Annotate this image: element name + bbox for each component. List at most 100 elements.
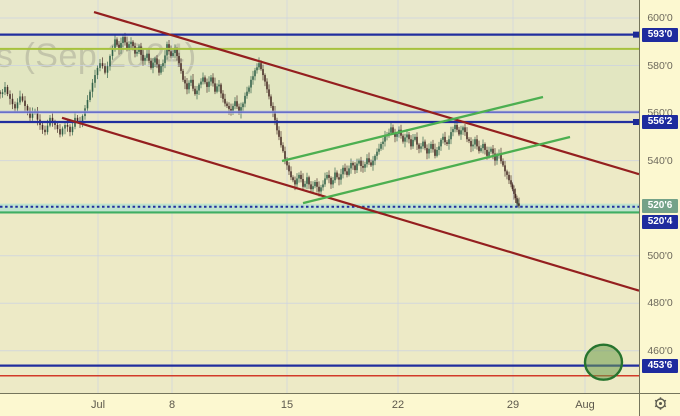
price-tick-label: 460'0	[647, 344, 673, 357]
candle-body	[142, 54, 144, 61]
candle-body	[288, 165, 290, 172]
candle-body	[502, 161, 504, 166]
candle-body	[114, 39, 116, 49]
candle-body	[428, 148, 430, 154]
candle-body	[256, 67, 258, 71]
candle-body	[36, 110, 39, 120]
candle-body	[286, 158, 288, 166]
candle-body	[396, 133, 398, 137]
candle-body	[128, 44, 130, 49]
candle-body	[184, 79, 186, 84]
price-badge-453-6[interactable]: 453'6	[642, 358, 678, 373]
candle-body	[518, 203, 520, 206]
candle-body	[0, 91, 1, 95]
candle-body	[94, 75, 96, 83]
candle-body	[416, 136, 418, 145]
green-channel-upper[interactable]	[281, 95, 544, 163]
candle-body	[264, 75, 266, 82]
ellipse-annotation[interactable]	[583, 343, 624, 381]
candle-body	[517, 203, 519, 205]
candle-body	[394, 133, 396, 137]
candle-body	[308, 177, 310, 185]
green-channel-lower[interactable]	[302, 135, 571, 205]
candle-body	[458, 129, 460, 135]
candle-body	[364, 164, 366, 168]
candle-body	[484, 143, 486, 150]
time-axis[interactable]: Jul 8 15 22 29 Aug	[0, 393, 639, 416]
candle-body	[240, 107, 242, 114]
red-channel-lower[interactable]	[61, 116, 639, 292]
candle-body	[460, 130, 462, 135]
candle-body	[244, 95, 246, 104]
candle-body	[414, 136, 416, 140]
candle-body	[434, 149, 436, 156]
candle-body	[130, 41, 132, 45]
candle-body	[476, 139, 478, 147]
candle-body	[178, 56, 180, 64]
candle-body	[408, 134, 410, 140]
candle-body	[316, 182, 318, 187]
candle-body	[124, 37, 126, 43]
candle-body	[276, 120, 278, 131]
candle-body	[314, 182, 316, 187]
candle-body	[228, 105, 230, 109]
candle-body	[508, 174, 510, 181]
line-handle[interactable]	[633, 118, 639, 125]
candle-body	[61, 128, 64, 135]
candle-body	[506, 171, 508, 175]
candle-body	[31, 112, 34, 118]
candle-body	[14, 104, 16, 109]
candle-body	[51, 117, 54, 122]
price-badge-556-2[interactable]: 556'2	[642, 114, 678, 129]
candle-body	[300, 174, 302, 180]
candle-body	[348, 168, 350, 175]
candle-body	[390, 127, 392, 133]
price-badge-520-4[interactable]: 520'4	[642, 214, 678, 229]
candle-body	[378, 148, 380, 152]
candle-body	[248, 87, 250, 92]
candle-body	[4, 86, 6, 93]
gear-icon[interactable]	[653, 396, 668, 411]
candle-body	[372, 160, 374, 166]
candle-body	[71, 126, 74, 133]
price-badge-520-6[interactable]: 520'6	[642, 199, 678, 214]
candle-body	[488, 151, 490, 156]
candle-body	[246, 91, 248, 96]
red-channel-upper[interactable]	[93, 11, 639, 176]
candle-body	[432, 143, 434, 150]
line-handle[interactable]	[633, 31, 639, 38]
candle-body	[188, 82, 190, 90]
candle-body	[196, 90, 198, 95]
candle-body	[274, 111, 276, 121]
candle-body	[412, 139, 414, 147]
candle-body	[96, 67, 99, 76]
price-axis[interactable]: 600'0 580'0 560'0 540'0 500'0 480'0 460'0 593'0…	[639, 0, 680, 393]
candle-body	[380, 143, 382, 149]
candle-body	[514, 193, 517, 199]
candle-body	[172, 53, 174, 57]
candle-body	[384, 136, 386, 142]
candle-body	[208, 81, 210, 87]
candle-body	[26, 105, 29, 111]
candle-body	[456, 124, 458, 130]
candle-body	[358, 160, 360, 164]
candle-body	[24, 100, 26, 106]
candle-body	[266, 81, 268, 90]
candle-body	[392, 127, 394, 134]
candle-body	[438, 146, 440, 150]
candle-body	[136, 51, 138, 54]
candle-body	[19, 96, 21, 103]
candle-body	[328, 174, 330, 178]
candle-body	[9, 94, 11, 99]
candle-body	[344, 167, 346, 172]
candle-body	[164, 55, 166, 64]
axis-corner[interactable]	[639, 393, 680, 416]
price-badge-593-0[interactable]: 593'0	[642, 27, 678, 42]
candle-body	[104, 66, 106, 73]
candle-body	[474, 139, 476, 145]
price-tick-label: 600'0	[647, 12, 673, 24]
candle-body	[470, 141, 472, 147]
candle-body	[66, 124, 69, 127]
candle-body	[418, 144, 420, 149]
